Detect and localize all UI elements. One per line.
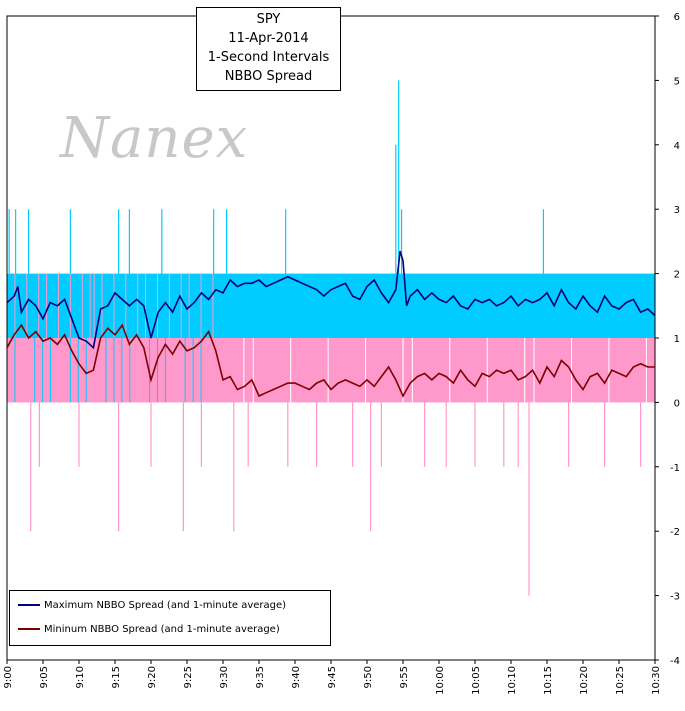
max-spread-band bbox=[7, 273, 655, 338]
y-axis-ticks: 6 5 4 3 2 1 0 -1 -2 -3 -4 bbox=[655, 12, 680, 667]
x-tick-label: 9:25 bbox=[183, 666, 194, 688]
legend-label-max: Maximum NBBO Spread (and 1-minute averag… bbox=[44, 599, 287, 611]
x-tick-label: 9:05 bbox=[39, 666, 50, 688]
y-tick-label: 2 bbox=[674, 270, 680, 281]
y-tick-label: -2 bbox=[670, 527, 680, 538]
legend-swatch-max bbox=[18, 604, 40, 606]
x-tick-label: 9:55 bbox=[399, 666, 410, 688]
legend-item-min: Mininum NBBO Spread (and 1-minute averag… bbox=[18, 622, 280, 636]
y-tick-label: -3 bbox=[670, 592, 680, 603]
legend-swatch-min bbox=[18, 628, 40, 630]
x-tick-label: 9:10 bbox=[75, 666, 86, 688]
min-spread-band bbox=[7, 338, 655, 403]
x-tick-label: 9:50 bbox=[363, 666, 374, 688]
x-tick-label: 9:45 bbox=[327, 666, 338, 688]
x-tick-label: 9:40 bbox=[291, 666, 302, 688]
spread-spikes bbox=[8, 80, 642, 596]
spread-bands bbox=[6, 273, 655, 403]
x-tick-label: 10:20 bbox=[579, 666, 590, 695]
chart-title: SPY 11-Apr-2014 1-Second Intervals NBBO … bbox=[196, 7, 341, 91]
x-tick-label: 9:30 bbox=[219, 666, 230, 688]
x-tick-label: 9:35 bbox=[255, 666, 266, 688]
watermark-text: Nanex bbox=[60, 106, 249, 171]
y-tick-label: 5 bbox=[674, 76, 680, 87]
x-tick-label: 9:20 bbox=[147, 666, 158, 688]
chart-legend: Maximum NBBO Spread (and 1-minute averag… bbox=[9, 590, 331, 646]
y-tick-label: 4 bbox=[674, 141, 680, 152]
title-line-4: NBBO Spread bbox=[224, 69, 313, 84]
x-tick-label: 10:25 bbox=[615, 666, 626, 695]
y-tick-label: 1 bbox=[674, 334, 680, 345]
average-lines bbox=[6, 250, 656, 398]
min-spread-average-line bbox=[6, 323, 655, 398]
y-tick-label: 3 bbox=[674, 205, 680, 216]
legend-item-max: Maximum NBBO Spread (and 1-minute averag… bbox=[18, 598, 286, 612]
x-axis-ticks: 9:00 9:05 9:10 9:15 9:20 9:25 9:30 9:35 9:40 9:45… bbox=[3, 660, 662, 695]
title-line-3: 1-Second Intervals bbox=[207, 50, 330, 65]
y-tick-label: -1 bbox=[670, 463, 680, 474]
x-tick-label: 9:15 bbox=[111, 666, 122, 688]
x-tick-label: 10:00 bbox=[435, 666, 446, 695]
y-tick-label: 6 bbox=[674, 12, 680, 23]
x-tick-label: 10:15 bbox=[543, 666, 554, 695]
x-tick-label: 10:10 bbox=[507, 666, 518, 695]
y-tick-label: -4 bbox=[670, 656, 680, 667]
x-tick-label: 9:00 bbox=[3, 666, 14, 688]
y-tick-label: 0 bbox=[674, 398, 680, 409]
max-spread-average-line bbox=[6, 250, 656, 350]
x-tick-label: 10:30 bbox=[651, 666, 662, 695]
title-line-2: 11-Apr-2014 bbox=[228, 31, 309, 46]
legend-label-min: Mininum NBBO Spread (and 1-minute averag… bbox=[44, 623, 280, 635]
x-tick-label: 10:05 bbox=[471, 666, 482, 695]
title-line-1: SPY bbox=[256, 12, 281, 27]
